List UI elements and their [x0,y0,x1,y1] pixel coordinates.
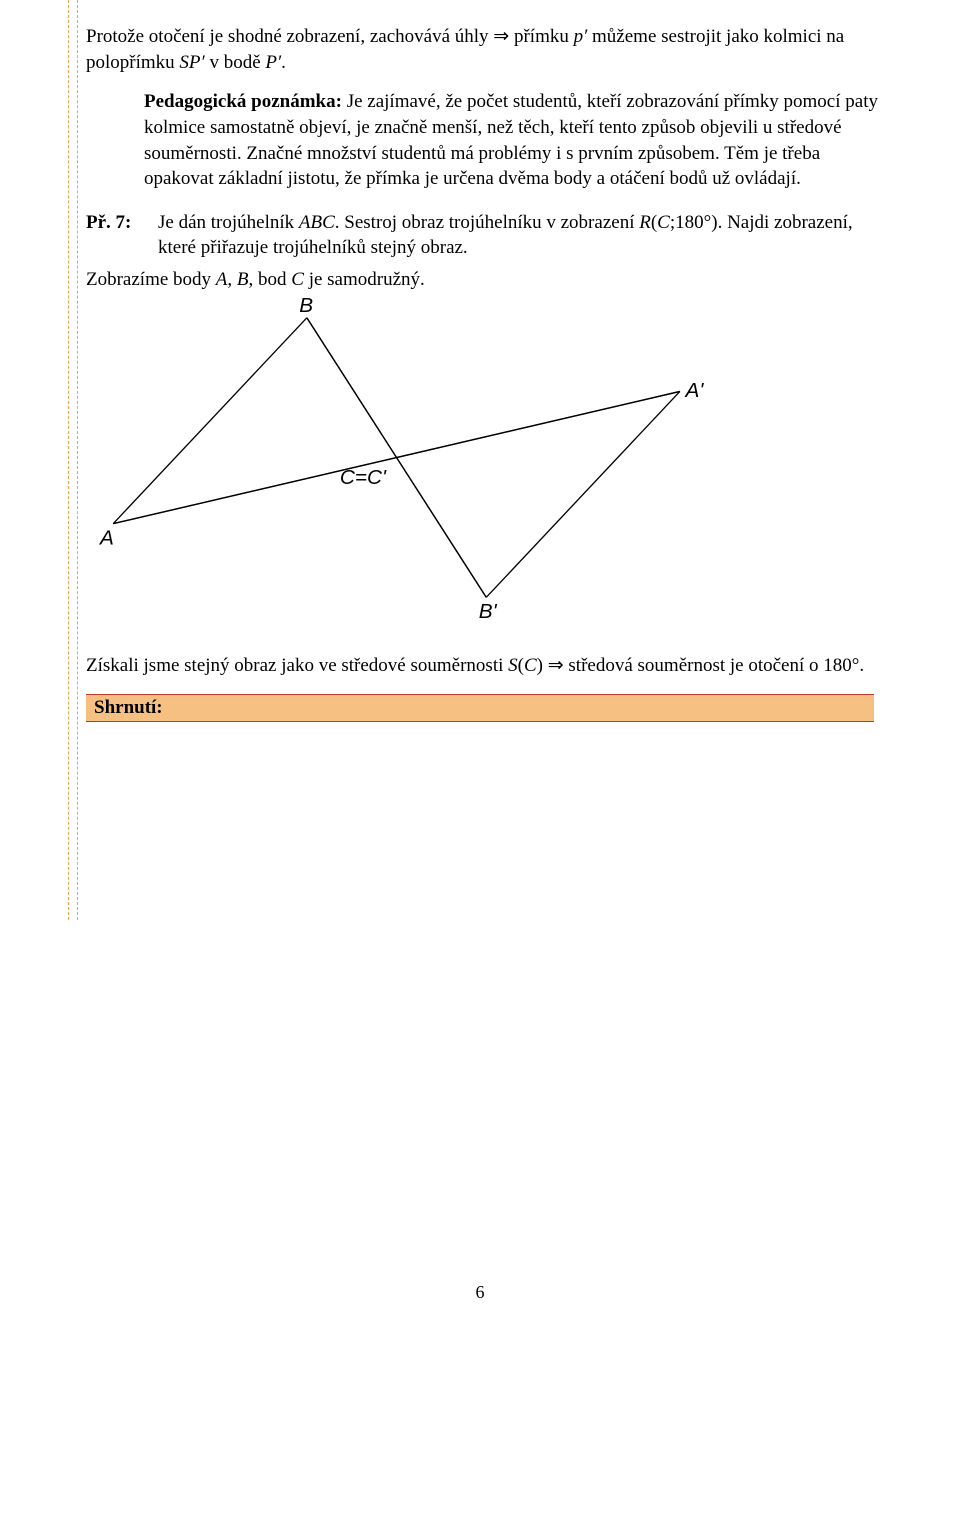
page-number: 6 [80,1282,880,1303]
text: ;180° [670,212,711,233]
zobrazime-line: Zobrazíme body A, B, bod C je samodružný… [86,267,880,293]
diagram-label-Ap: A' [684,379,705,402]
var-C: C [657,212,670,233]
summary-heading-bar: Shrnutí: [86,694,874,722]
exercise-7: Př. 7: Je dán trojúhelník ABC. Sestroj o… [80,210,880,261]
diagram-label-A: A [98,526,114,549]
arrow: ⇒ [493,26,509,47]
var-B: B [237,269,249,290]
result-paragraph: Získali jsme stejný obraz jako ve středo… [86,653,880,679]
diagram-label-Bp: B' [479,600,498,623]
var-P-prime: P′ [265,52,281,73]
paragraph-intro: Protože otočení je shodné zobrazení, zac… [86,24,880,75]
exercise-label: Př. 7: [86,210,158,261]
diagram-label-C: C=C' [340,466,387,489]
exercise-body: Je dán trojúhelník ABC. Sestroj obraz tr… [158,210,880,261]
text: Zobrazíme body [86,269,216,290]
var-ABC: ABC [299,212,335,233]
var-p-prime: p′ [574,26,588,47]
text: , [227,269,237,290]
var-S: S [508,655,518,676]
summary-label: Shrnutí: [94,697,163,718]
text: Protože otočení je shodné zobrazení, zac… [86,26,493,47]
text: , bod [249,269,292,290]
var-C: C [291,269,304,290]
diagram-edge [486,391,680,597]
text: je samodružný. [304,269,425,290]
text: . [281,52,286,73]
arrow: ⇒ [548,655,564,676]
text: . Sestroj obraz trojúhelníku v zobrazení [335,212,639,233]
var-C: C [524,655,537,676]
triangle-diagram: A B C=C' A' B' [86,297,880,643]
pedagogical-note: Pedagogická poznámka: Je zajímavé, že po… [144,89,880,192]
diagram-svg: A B C=C' A' B' [86,297,726,637]
text: Je dán trojúhelník [158,212,299,233]
text: středová souměrnost je otočení o 180°. [564,655,864,676]
diagram-edge [307,318,486,598]
text: přímku [509,26,573,47]
text: Získali jsme stejný obraz jako ve středo… [86,655,508,676]
diagram-label-B: B [299,297,313,317]
var-A: A [216,269,228,290]
var-R: R [639,212,651,233]
text: v bodě [205,52,266,73]
diagram-edge [113,318,307,524]
var-SP-prime: SP′ [179,52,204,73]
left-margin-gutter [68,0,78,920]
note-label: Pedagogická poznámka: [144,91,342,112]
